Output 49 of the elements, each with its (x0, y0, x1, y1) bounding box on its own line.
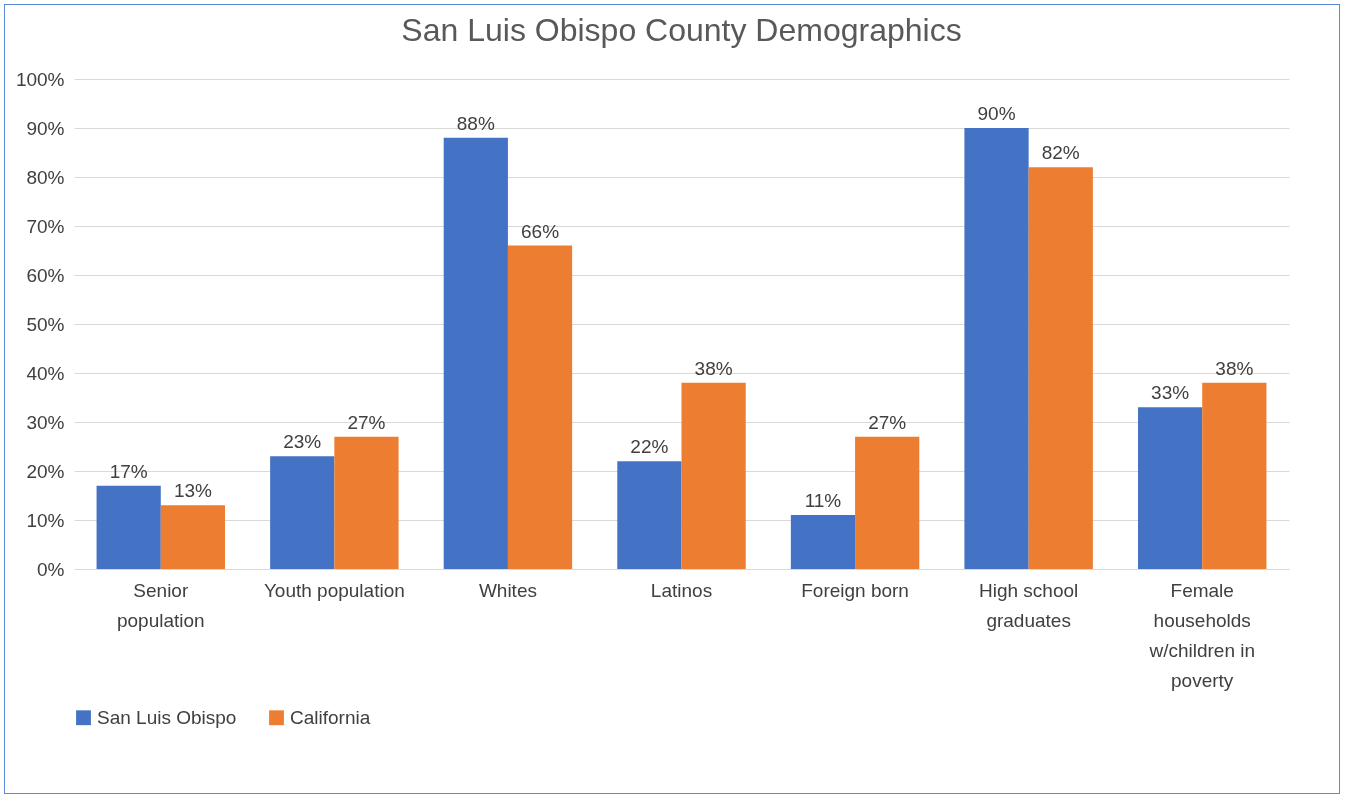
x-tick-label: Whites (478, 579, 537, 601)
bar (1137, 407, 1203, 569)
legend-label: California (290, 706, 371, 728)
data-label: 90% (977, 103, 1016, 124)
x-tick-label: Female households w/children in poverty (1148, 579, 1256, 691)
data-label: 13% (173, 480, 213, 502)
y-tick-label: 10% (26, 509, 65, 531)
bar (334, 436, 399, 569)
x-tick-label: Foreign born (801, 579, 909, 601)
x-tick-label: Youth population (263, 579, 405, 601)
bar (855, 436, 920, 569)
y-tick-label: 40% (26, 362, 65, 384)
y-tick-label: 0% (37, 558, 65, 580)
data-label: 88% (456, 112, 495, 134)
data-label: 38% (694, 357, 733, 379)
bar (160, 505, 226, 569)
data-label: 33% (1151, 382, 1190, 404)
legend-label: San Luis Obispo (97, 706, 237, 728)
bar (443, 137, 508, 569)
y-tick-label: 80% (26, 166, 65, 188)
data-label: 38% (1215, 357, 1254, 379)
bar (96, 485, 161, 569)
bar (1202, 382, 1267, 569)
y-tick-label: 50% (26, 313, 65, 335)
data-label: 27% (347, 411, 386, 433)
bar (681, 382, 746, 569)
y-tick-label: 20% (26, 460, 65, 482)
y-tick-label: 100% (15, 68, 65, 90)
bar (790, 515, 856, 569)
bar (964, 128, 1029, 569)
bar (507, 245, 573, 569)
bar (1028, 167, 1093, 569)
y-tick-label: 60% (26, 264, 65, 286)
x-tick-label: Latinos (650, 579, 713, 601)
y-tick-label: 70% (26, 215, 65, 237)
bar (270, 456, 335, 569)
y-tick-label: 90% (26, 117, 65, 139)
data-label: 27% (868, 411, 907, 433)
x-tick-label: High school graduates (979, 579, 1079, 631)
x-tick-label: Senior population (116, 579, 205, 631)
y-tick-label: 30% (26, 411, 65, 433)
data-label: 22% (630, 436, 669, 458)
data-label: 23% (283, 431, 322, 453)
bar (617, 461, 682, 569)
data-label: 82% (1041, 142, 1080, 164)
chart-title: San Luis Obispo County Demographics (401, 12, 962, 48)
data-label: 66% (521, 220, 560, 242)
data-label: 17% (109, 460, 148, 482)
data-label: 11% (804, 490, 842, 512)
